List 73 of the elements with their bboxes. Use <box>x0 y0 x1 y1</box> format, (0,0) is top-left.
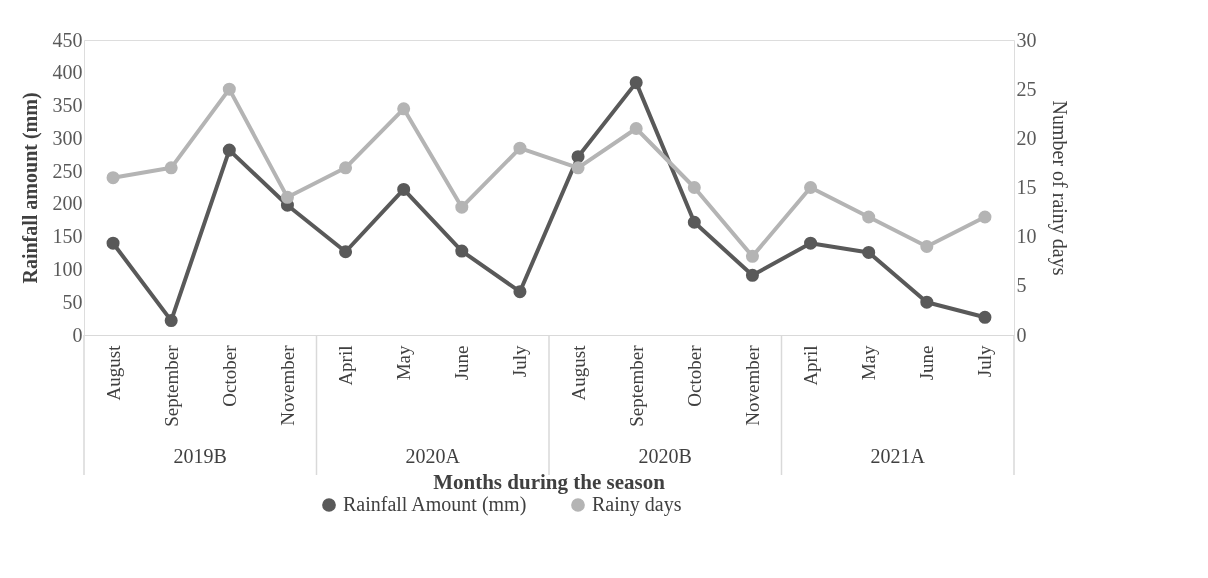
point <box>571 150 585 164</box>
x-tick-label: November <box>741 344 763 426</box>
point <box>106 171 120 185</box>
point <box>397 102 411 116</box>
y-tick-label: 50 <box>62 290 83 313</box>
point <box>687 180 701 195</box>
y-tick-label: 400 <box>52 61 83 84</box>
point <box>455 244 469 258</box>
x-tick-label: April <box>800 345 822 386</box>
y-tick-label: 250 <box>52 159 83 182</box>
y-axis-title: Rainfall amount (mm) <box>18 92 42 284</box>
x-axis-title: Months during the season <box>433 470 666 494</box>
y2-tick-label: 20 <box>1016 126 1037 149</box>
point <box>455 200 469 214</box>
point <box>804 236 818 250</box>
y2-tick-label: 10 <box>1016 225 1037 248</box>
x-tick-label: August <box>102 344 124 401</box>
x-tick-label: August <box>567 344 589 401</box>
x-tick-label: June <box>916 345 938 381</box>
point <box>862 245 876 259</box>
text: 2020B <box>638 445 692 467</box>
text: 2021A <box>870 445 926 467</box>
point <box>106 236 120 250</box>
point <box>280 190 294 204</box>
y2-tick-label: 15 <box>1016 176 1037 198</box>
y-tick-label: 150 <box>52 225 83 248</box>
point <box>920 239 934 254</box>
point <box>629 121 643 136</box>
x-tick-label: April <box>335 345 357 386</box>
point <box>862 210 876 224</box>
point <box>513 141 527 155</box>
y-tick-label: 450 <box>52 28 83 51</box>
y2-tick-label: 30 <box>1016 28 1037 51</box>
x-tick-label: November <box>276 344 298 426</box>
y-tick-label: 0 <box>72 323 83 346</box>
y2-axis-title: Number of rainy days <box>1047 100 1071 276</box>
point <box>629 76 643 90</box>
text: 2019B <box>173 445 227 467</box>
x-tick-label: May <box>393 345 415 381</box>
point <box>164 161 178 175</box>
point <box>978 310 992 324</box>
point <box>222 143 236 157</box>
y2-tick-label: 0 <box>1016 323 1027 346</box>
x-tick-label: June <box>451 345 473 381</box>
y-tick-label: 200 <box>52 192 83 215</box>
x-tick-label: October <box>218 344 240 407</box>
text: 2020A <box>405 445 461 467</box>
point <box>164 314 178 328</box>
y-tick-label: 300 <box>52 126 83 149</box>
x-tick-label: May <box>858 345 880 381</box>
x-tick-label: September <box>160 344 182 427</box>
x-tick-label: July <box>974 345 996 378</box>
x-tick-label: October <box>683 344 705 407</box>
point <box>513 285 527 299</box>
y-tick-label: 350 <box>52 94 83 117</box>
point <box>745 268 759 282</box>
y2-tick-label: 5 <box>1016 274 1027 297</box>
point <box>339 245 353 259</box>
point <box>687 215 701 229</box>
y2-tick-label: 25 <box>1016 77 1037 100</box>
point <box>339 161 353 175</box>
point <box>920 295 934 309</box>
legend-label: Rainy days <box>592 493 682 516</box>
legend-label: Rainfall Amount (mm) <box>343 493 527 516</box>
x-tick-label: July <box>509 345 531 378</box>
point <box>222 82 236 96</box>
point <box>978 210 992 224</box>
point <box>397 182 411 196</box>
x-tick-label: September <box>625 344 647 427</box>
point <box>745 249 759 263</box>
point <box>571 161 585 175</box>
point <box>804 180 818 195</box>
y-tick-label: 100 <box>52 257 83 280</box>
